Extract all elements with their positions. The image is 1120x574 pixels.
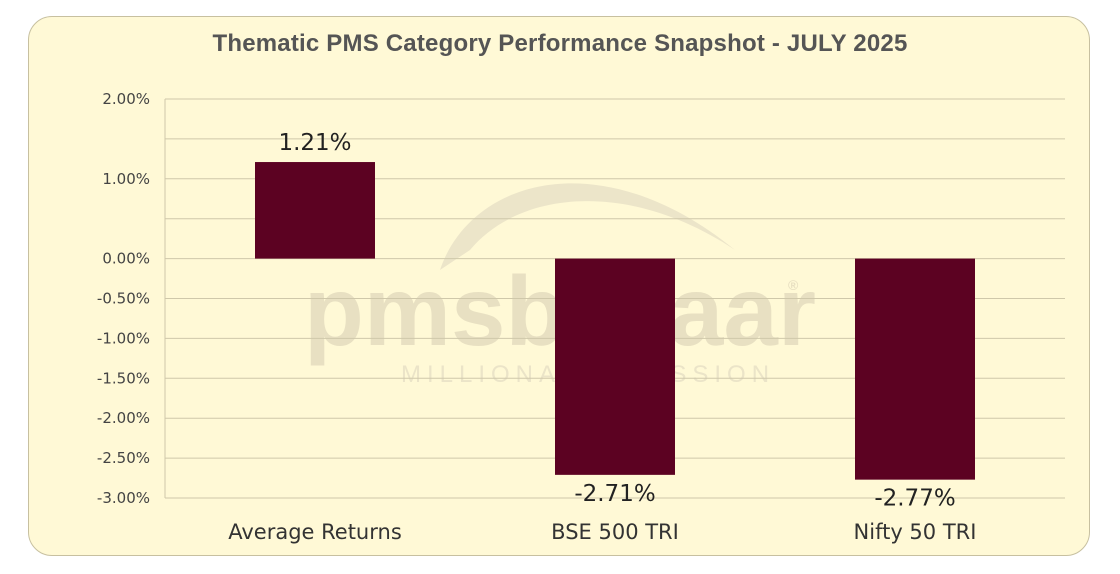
data-labels: 1.21% -2.71% -2.77% (278, 130, 955, 512)
watermark-swoosh-icon (440, 183, 735, 270)
category-label-3: Nifty 50 TRI (854, 520, 977, 544)
y-tick-label: -2.50% (97, 449, 150, 467)
bar-2 (555, 258, 675, 475)
data-label-1: 1.21% (278, 130, 351, 156)
bar-3 (855, 258, 975, 480)
y-tick-label: 0.00% (102, 250, 150, 268)
y-tick-label: -3.00% (97, 489, 150, 507)
y-tick-label: -1.50% (97, 369, 150, 387)
y-tick-label: 1.00% (102, 170, 150, 188)
category-label-2: BSE 500 TRI (551, 520, 679, 544)
category-labels: Average Returns BSE 500 TRI Nifty 50 TRI (228, 520, 976, 544)
y-tick-label: -1.00% (97, 329, 150, 347)
watermark-registered: ® (788, 277, 799, 293)
y-tick-label: -2.00% (97, 409, 150, 427)
chart-title: Thematic PMS Category Performance Snapsh… (212, 30, 908, 57)
bar-1 (255, 162, 375, 259)
data-label-2: -2.71% (574, 481, 655, 507)
data-label-3: -2.77% (874, 486, 955, 512)
y-tick-label: 2.00% (102, 90, 150, 108)
y-axis-ticks: 2.00% 1.00% 0.00% -0.50% -1.00% -1.50% -2.00% -… (97, 90, 150, 507)
y-tick-label: -0.50% (97, 290, 150, 308)
category-label-1: Average Returns (228, 520, 402, 544)
bars (255, 162, 975, 480)
